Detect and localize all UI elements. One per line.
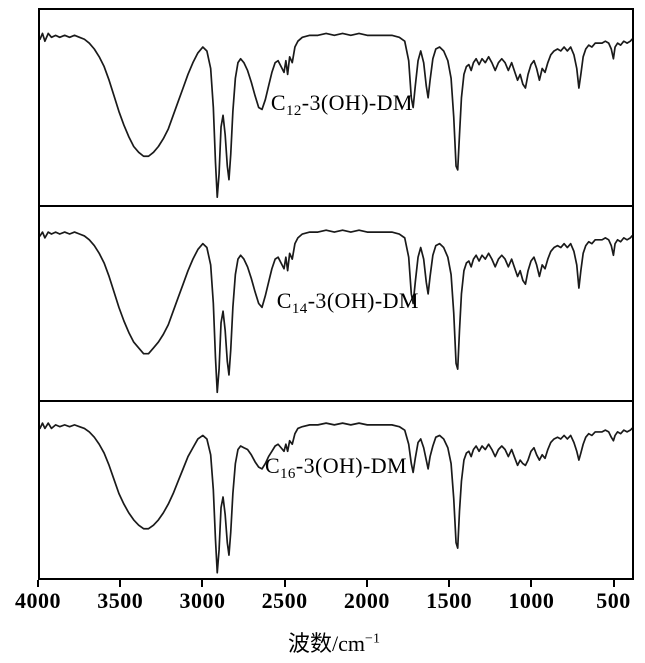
x-tick bbox=[530, 580, 533, 587]
x-tick bbox=[119, 580, 122, 587]
panel-label-subscript: 16 bbox=[280, 466, 296, 483]
x-tick-label: 3500 bbox=[97, 588, 144, 613]
x-tick-label: 3000 bbox=[179, 588, 226, 613]
x-tick-label: 1000 bbox=[508, 588, 555, 613]
x-tick bbox=[201, 580, 204, 587]
x-tick-label: 2000 bbox=[343, 588, 390, 613]
x-axis-title-superscript: −1 bbox=[365, 631, 380, 647]
panel-label-subscript: 14 bbox=[291, 301, 308, 318]
x-tick-label: 1500 bbox=[426, 588, 473, 613]
panel-label-prefix: C bbox=[270, 89, 286, 115]
spectrum-curve bbox=[40, 230, 632, 392]
x-axis-title: 波数/cm−1 bbox=[38, 626, 630, 658]
panel-label-prefix: C bbox=[264, 453, 281, 479]
x-tick-label: 4000 bbox=[15, 588, 61, 613]
panel-label-suffix: -3(OH)-DM bbox=[301, 89, 413, 115]
x-tick-label: 2500 bbox=[261, 588, 308, 613]
x-tick bbox=[365, 580, 368, 587]
spectrum-curve-svg bbox=[40, 402, 632, 578]
x-tick bbox=[448, 580, 451, 587]
panel-label-suffix: -3(OH)-DM bbox=[295, 453, 407, 479]
x-tick bbox=[612, 580, 615, 587]
panel-label-suffix: -3(OH)-DM bbox=[307, 288, 419, 314]
spectrum-curve bbox=[40, 423, 632, 573]
spectrum-curve-svg bbox=[40, 10, 632, 205]
x-tick-label: 500 bbox=[596, 588, 631, 613]
panel-label: C12-3(OH)-DM bbox=[271, 90, 413, 120]
panel-label-subscript: 12 bbox=[285, 102, 302, 119]
spectrum-curve-svg bbox=[40, 207, 632, 400]
x-tick bbox=[283, 580, 286, 587]
panel-label: C14-3(OH)-DM bbox=[277, 288, 419, 318]
panels-frame: C12-3(OH)-DM C14-3(OH)-DM C16-3(OH)-DM bbox=[38, 8, 634, 580]
panel-label-prefix: C bbox=[276, 288, 292, 314]
spectrum-panel-c12: C12-3(OH)-DM bbox=[40, 10, 632, 207]
panel-label: C16-3(OH)-DM bbox=[265, 453, 407, 483]
spectrum-panel-c14: C14-3(OH)-DM bbox=[40, 207, 632, 402]
x-axis-title-text: 波数/cm bbox=[288, 631, 366, 656]
spectrum-curve bbox=[40, 33, 632, 197]
spectrum-panel-c16: C16-3(OH)-DM bbox=[40, 402, 632, 578]
x-tick bbox=[37, 580, 39, 587]
x-axis: 4000 3500 3000 2500 2000 1500 1000 500 bbox=[15, 580, 631, 620]
